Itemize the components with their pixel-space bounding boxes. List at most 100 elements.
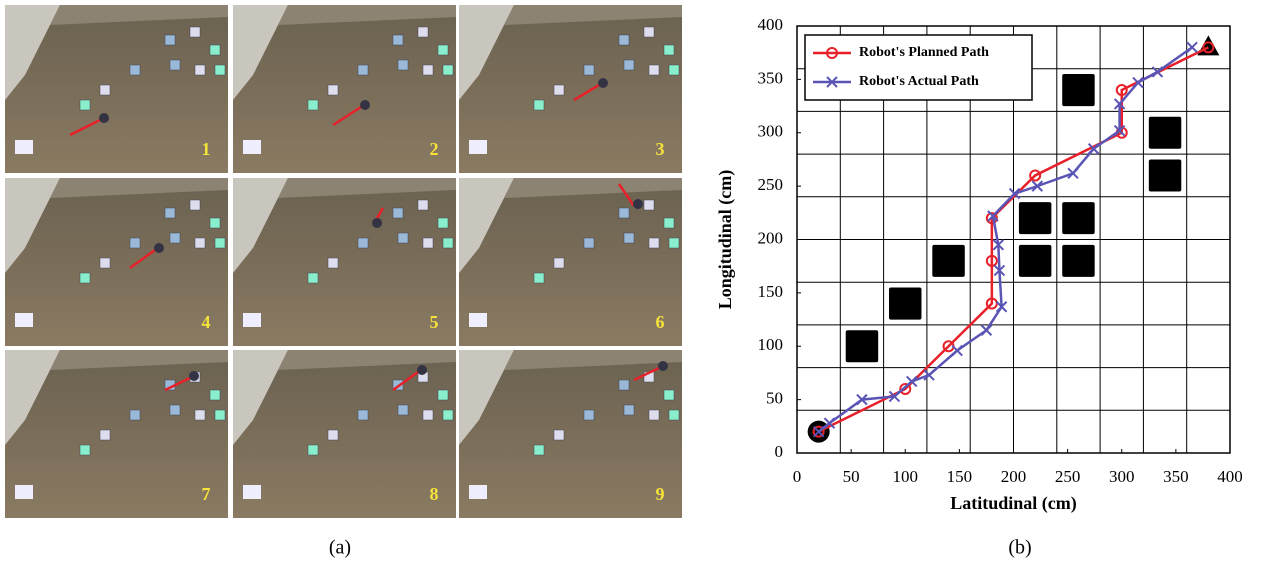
x-tick-label: 0 — [793, 467, 802, 486]
box — [438, 390, 448, 400]
obstacle — [932, 245, 964, 277]
robot — [360, 100, 370, 110]
robot — [154, 243, 164, 253]
box — [210, 218, 220, 228]
obstacle — [1149, 117, 1181, 149]
point-marker — [952, 346, 962, 356]
box — [423, 410, 433, 420]
marker-sheet — [243, 313, 261, 327]
box — [170, 60, 180, 70]
box — [398, 405, 408, 415]
marker-sheet — [15, 485, 33, 499]
photo-frame: 2 — [233, 5, 456, 173]
box — [649, 238, 659, 248]
box — [644, 27, 654, 37]
frame-label: 2 — [430, 139, 439, 159]
y-tick-label: 250 — [758, 175, 784, 194]
box — [664, 45, 674, 55]
robot — [417, 365, 427, 375]
robot — [598, 78, 608, 88]
box — [165, 35, 175, 45]
obstacle — [889, 288, 921, 320]
frame-label: 3 — [656, 139, 665, 159]
obstacle — [1019, 202, 1051, 234]
box — [669, 65, 679, 75]
robot — [189, 371, 199, 381]
frame-label: 8 — [430, 484, 439, 504]
box — [438, 45, 448, 55]
box — [624, 405, 634, 415]
figure: 123456789 (a) 05010015020025030035040005… — [0, 0, 1262, 564]
box — [100, 430, 110, 440]
box — [328, 85, 338, 95]
box — [393, 35, 403, 45]
photo-frame: 5 — [233, 178, 456, 346]
box — [130, 65, 140, 75]
marker-sheet — [243, 485, 261, 499]
obstacle — [1062, 245, 1094, 277]
box — [100, 258, 110, 268]
x-tick-label: 150 — [947, 467, 973, 486]
y-tick-label: 200 — [758, 228, 784, 247]
x-tick-label: 250 — [1055, 467, 1081, 486]
box — [358, 238, 368, 248]
box — [130, 238, 140, 248]
photo-grid: 1 2 3 4 56 7 89 — [5, 5, 682, 518]
box — [358, 410, 368, 420]
box — [534, 273, 544, 283]
marker-sheet — [15, 313, 33, 327]
marker-sheet — [469, 313, 487, 327]
x-tick-label: 350 — [1163, 467, 1189, 486]
box — [80, 445, 90, 455]
box — [584, 410, 594, 420]
frame-label: 7 — [202, 484, 211, 504]
box — [534, 100, 544, 110]
legend-label: Robot's Planned Path — [859, 45, 989, 60]
y-tick-label: 400 — [758, 15, 784, 34]
box — [308, 273, 318, 283]
photo-frame: 4 — [5, 178, 228, 346]
box — [669, 410, 679, 420]
box — [423, 65, 433, 75]
box — [649, 410, 659, 420]
box — [418, 200, 428, 210]
box — [624, 233, 634, 243]
box — [215, 65, 225, 75]
box — [358, 65, 368, 75]
box — [80, 273, 90, 283]
photo-frame: 6 — [459, 178, 682, 346]
photo-frame: 1 — [5, 5, 228, 173]
robot — [633, 199, 643, 209]
x-tick-label: 200 — [1001, 467, 1027, 486]
frame-label: 4 — [202, 312, 211, 332]
obstacle — [1019, 245, 1051, 277]
box — [438, 218, 448, 228]
box — [619, 208, 629, 218]
box — [210, 45, 220, 55]
box — [170, 405, 180, 415]
box — [649, 65, 659, 75]
robot — [99, 113, 109, 123]
box — [170, 233, 180, 243]
box — [308, 100, 318, 110]
box — [195, 238, 205, 248]
y-tick-label: 150 — [758, 282, 784, 301]
photo-frame: 8 — [233, 350, 456, 518]
photo-frame: 9 — [459, 350, 682, 518]
box — [308, 445, 318, 455]
box — [190, 27, 200, 37]
box — [210, 390, 220, 400]
frame-label: 5 — [430, 312, 439, 332]
box — [584, 238, 594, 248]
box — [664, 390, 674, 400]
box — [624, 60, 634, 70]
obstacle — [846, 330, 878, 362]
box — [443, 238, 453, 248]
y-tick-label: 0 — [775, 442, 784, 461]
box — [215, 238, 225, 248]
point-marker — [981, 325, 991, 335]
obstacle — [1062, 202, 1094, 234]
box — [619, 380, 629, 390]
robot — [658, 361, 668, 371]
box — [195, 410, 205, 420]
